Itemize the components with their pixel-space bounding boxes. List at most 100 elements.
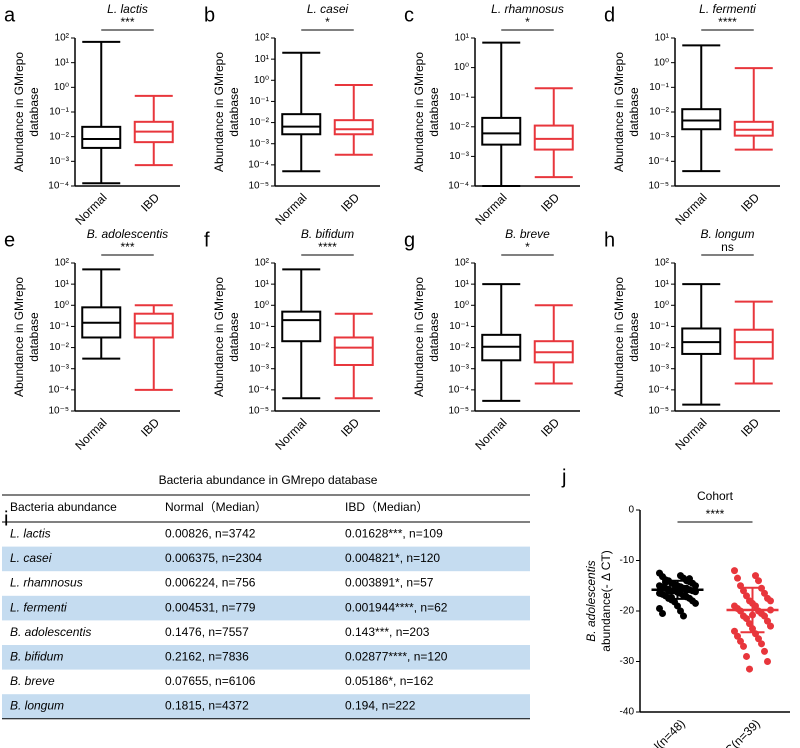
data-point [743,592,750,600]
x-tick-label: IBD [138,415,162,439]
y-axis-label: Abundance in GMrepo [412,52,426,172]
y-axis-label: Abundance in GMrepo [612,52,626,172]
row-background [2,694,530,719]
panel-letter: a [4,4,16,26]
x-tick-label: IBD [538,415,562,439]
y-tick-label: 10⁰ [454,62,469,73]
y-axis-label: Abundance in GMrepo [12,52,26,172]
data-point [752,572,759,580]
y-axis-label: database [27,312,41,362]
y-tick-label: 10⁰ [454,300,469,311]
data-point [746,620,753,628]
significance: **** [318,240,337,254]
y-tick-label: 10¹ [55,279,70,290]
y-tick-label: 10⁻³ [49,363,69,374]
data-point [764,658,771,665]
data-point [767,597,774,605]
table-title: Bacteria abundance in GMrepo database [159,473,378,487]
y-tick-label: 10⁻³ [649,131,669,142]
y-tick-label: 10⁰ [54,82,69,93]
y-tick-label: 10⁻⁴ [48,384,69,395]
y-axis-label: database [27,87,41,137]
y-axis-label: database [627,312,641,362]
data-point [674,602,681,610]
y-tick-label: 10⁻³ [249,363,269,374]
y-axis-label: Abundance in GMrepo [212,52,226,172]
y-tick-label: 10⁻³ [649,363,669,374]
y-tick-label: 10¹ [255,279,270,290]
y-tick-label: 10⁰ [254,300,269,311]
data-point [743,615,750,623]
y-axis-label: Abundance in GMrepo [12,277,26,397]
data-point [734,574,741,582]
y-tick-label: 10⁻² [649,107,669,118]
box [733,120,774,137]
data-point [767,622,774,630]
y-tick-label: -30 [620,656,635,667]
y-tick-label: 10⁻⁵ [48,406,69,417]
chart-title: B. longum [700,227,754,241]
y-tick-label: 10⁻¹ [449,321,469,332]
data-point [746,665,753,673]
table-cell: 0.143***, n=203 [345,625,430,639]
significance: * [525,240,530,254]
y-tick-label: 10¹ [255,54,270,65]
y-tick-label: 10¹ [455,279,470,290]
y-tick-label: 10⁻⁴ [648,156,669,167]
panel-letter: b [204,4,215,26]
data-point [740,587,747,595]
y-axis-label: database [427,312,441,362]
y-tick-label: 10⁻¹ [449,92,469,103]
chart-title: B. bifidum [301,227,354,241]
y-tick-label: 10⁰ [254,75,269,86]
y-tick-label: 10⁻² [449,121,469,132]
table-header: Bacteria abundance [10,500,117,514]
box [533,124,574,151]
significance: *** [120,240,134,254]
table-cell: L. fermenti [10,600,67,614]
panel-letter: g [404,229,415,251]
row-background [2,546,530,572]
y-tick-label: 10⁻³ [449,151,469,162]
data-point [761,589,768,597]
box [333,336,374,366]
data-point [764,617,771,625]
table-cell: 0.003891*, n=57 [345,576,434,590]
data-point [761,647,768,655]
table-cell: 0.194, n=222 [345,699,416,713]
significance: **** [706,507,725,521]
table-cell: L. casei [10,551,52,565]
box [333,119,374,136]
data-point [731,627,738,635]
data-point [731,567,738,575]
y-tick-label: 10⁻¹ [49,107,69,118]
y-tick-label: 10⁻¹ [649,82,669,93]
chart-title: L. rhamnosus [491,2,564,16]
y-axis-label: database [427,87,441,137]
x-tick-label: Normal [272,190,309,227]
y-tick-label: 10⁻⁴ [248,384,269,395]
y-tick-label: -20 [620,606,635,617]
y-tick-label: 10⁻⁵ [248,181,269,192]
panel-letter: d [604,4,615,26]
data-point [755,635,762,643]
chart-title: B. breve [505,227,550,241]
table-header: Normal（Median） [165,500,267,514]
table-cell: 0.07655, n=6106 [165,674,256,688]
table-cell: 0.05186*, n=162 [345,674,434,688]
row-background [2,645,530,670]
chart-title: L. lactis [107,2,148,16]
panel-letter: f [204,229,210,251]
x-tick-label: Normal [672,190,709,227]
y-tick-label: 10⁻⁵ [248,406,269,417]
x-tick-label: IBD [538,190,562,214]
x-tick-label: Normal [472,190,509,227]
table-cell: 0.01628***, n=109 [345,526,443,540]
box [133,312,174,339]
y-tick-label: 10¹ [655,279,670,290]
y-tick-label: 10⁻¹ [49,321,69,332]
table-cell: B. longum [10,699,64,713]
x-tick-label: Normal [472,415,509,452]
data-point [680,612,687,620]
